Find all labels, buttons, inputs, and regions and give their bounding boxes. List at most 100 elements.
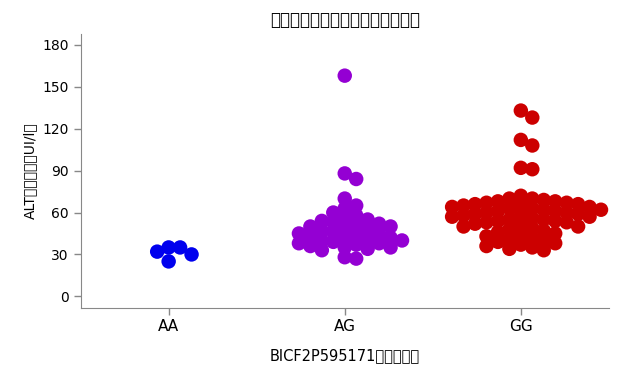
Point: [482, 200, 492, 206]
Point: [528, 225, 538, 231]
Point: [317, 247, 327, 253]
Point: [329, 219, 339, 225]
Point: [585, 214, 595, 220]
Point: [573, 211, 583, 217]
Point: [164, 258, 174, 264]
Point: [516, 232, 526, 238]
Point: [562, 200, 572, 206]
X-axis label: BICF2P595171：遵伝子型: BICF2P595171：遵伝子型: [270, 348, 420, 363]
Point: [374, 221, 384, 227]
Point: [516, 202, 526, 208]
Point: [317, 228, 327, 234]
Point: [459, 224, 469, 230]
Point: [573, 224, 583, 230]
Point: [470, 211, 480, 217]
Point: [516, 242, 526, 248]
Point: [470, 201, 480, 207]
Point: [340, 170, 350, 176]
Point: [294, 231, 304, 237]
Point: [374, 231, 384, 237]
Point: [397, 237, 407, 243]
Point: [317, 218, 327, 224]
Point: [340, 225, 350, 231]
Point: [505, 246, 515, 252]
Point: [539, 237, 549, 243]
Point: [306, 224, 316, 230]
Point: [505, 236, 515, 242]
Point: [459, 202, 469, 208]
Point: [352, 202, 361, 208]
Point: [493, 208, 503, 214]
Point: [386, 235, 396, 241]
Point: [516, 222, 526, 228]
Point: [528, 244, 538, 250]
Point: [516, 137, 526, 143]
Point: [329, 239, 339, 245]
Point: [482, 243, 492, 249]
Point: [505, 226, 515, 232]
Point: [505, 216, 515, 222]
Point: [363, 236, 373, 242]
Point: [528, 206, 538, 212]
Point: [493, 229, 503, 235]
Point: [505, 195, 515, 201]
Point: [482, 210, 492, 216]
Point: [363, 246, 373, 252]
Point: [550, 231, 560, 237]
Point: [386, 244, 396, 250]
Point: [505, 206, 515, 212]
Point: [528, 114, 538, 120]
Point: [539, 247, 549, 253]
Point: [374, 240, 384, 246]
Point: [340, 244, 350, 250]
Point: [550, 198, 560, 204]
Point: [340, 235, 350, 241]
Point: [596, 207, 606, 213]
Point: [585, 204, 595, 210]
Point: [528, 215, 538, 221]
Y-axis label: ALT血中濃度（UI/l）: ALT血中濃度（UI/l）: [23, 122, 37, 219]
Point: [459, 212, 469, 218]
Point: [562, 210, 572, 216]
Point: [306, 233, 316, 239]
Point: [352, 232, 361, 238]
Point: [516, 193, 526, 199]
Point: [340, 215, 350, 221]
Point: [528, 195, 538, 201]
Point: [470, 221, 480, 227]
Point: [294, 240, 304, 246]
Point: [493, 198, 503, 204]
Point: [317, 237, 327, 243]
Point: [340, 206, 350, 212]
Point: [482, 219, 492, 225]
Point: [562, 219, 572, 225]
Point: [352, 256, 361, 262]
Point: [528, 235, 538, 241]
Point: [550, 218, 560, 224]
Point: [447, 214, 457, 220]
Point: [550, 208, 560, 214]
Point: [447, 204, 457, 210]
Point: [340, 195, 350, 201]
Point: [187, 251, 197, 257]
Point: [516, 165, 526, 171]
Point: [539, 216, 549, 222]
Point: [340, 254, 350, 260]
Point: [482, 233, 492, 239]
Point: [550, 240, 560, 246]
Point: [493, 218, 503, 224]
Point: [539, 207, 549, 213]
Point: [164, 244, 174, 250]
Point: [493, 239, 503, 245]
Point: [363, 226, 373, 232]
Title: ベルジアン・シェパード・ドッグ: ベルジアン・シェパード・ドッグ: [270, 11, 420, 29]
Point: [528, 166, 538, 172]
Point: [175, 244, 185, 250]
Point: [329, 210, 339, 216]
Point: [363, 216, 373, 222]
Point: [539, 228, 549, 234]
Point: [153, 249, 162, 255]
Point: [386, 224, 396, 230]
Point: [306, 243, 316, 249]
Point: [573, 201, 583, 207]
